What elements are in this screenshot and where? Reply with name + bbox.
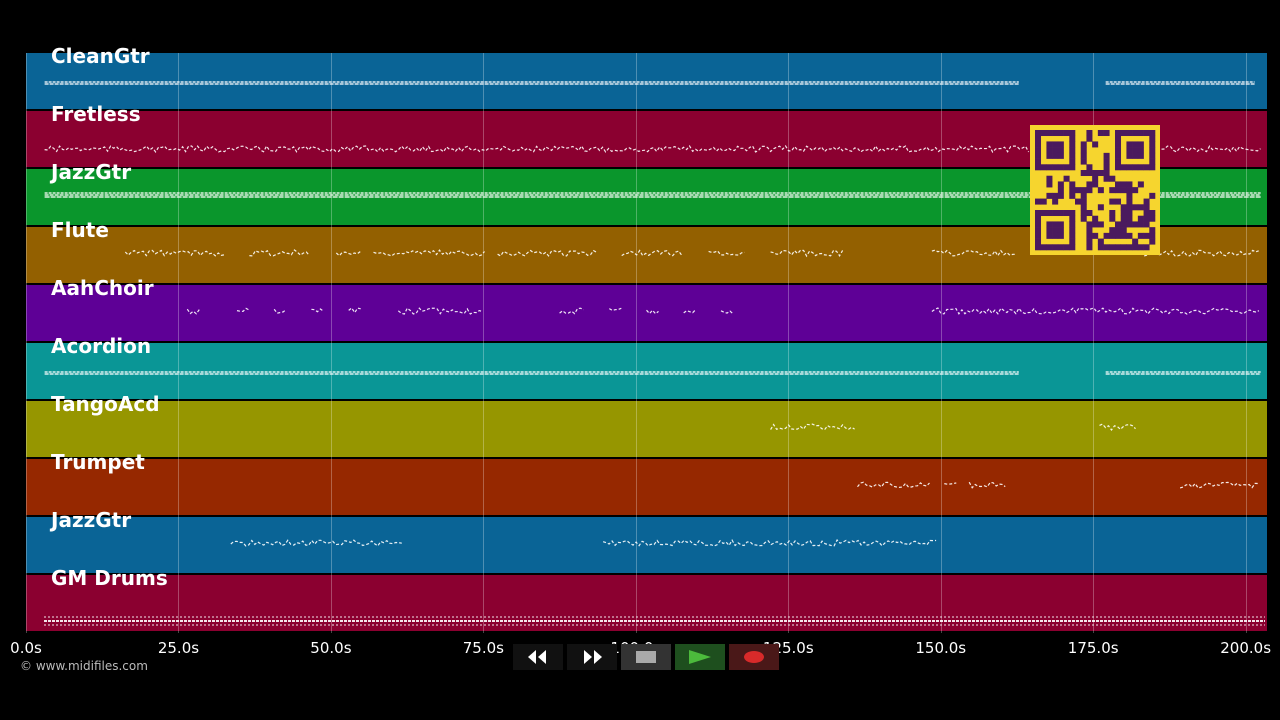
note-phrase	[236, 307, 250, 313]
note-phrase	[944, 482, 957, 485]
play-icon	[689, 650, 711, 664]
time-tick-label: 25.0s	[157, 639, 200, 657]
track-notes	[44, 144, 1261, 154]
note-phrase	[497, 249, 597, 257]
track-lane[interactable]: Acordion	[26, 334, 1267, 399]
time-tick-label: 150.0s	[915, 639, 967, 657]
note-phrase	[720, 310, 734, 315]
track-lane[interactable]: Trumpet	[26, 450, 1267, 515]
track-name: Trumpet	[51, 450, 145, 474]
time-tick-label: 0.0s	[10, 639, 42, 657]
qr-code	[1030, 125, 1160, 255]
track-lane[interactable]: TangoAcd	[26, 392, 1267, 457]
note-phrase	[1161, 145, 1261, 153]
time-tick-label: 50.0s	[310, 639, 352, 657]
record-icon	[744, 651, 764, 663]
track-name: Acordion	[51, 334, 152, 358]
track-lane[interactable]: AahChoir	[26, 276, 1267, 341]
transport-controls	[513, 644, 779, 670]
note-phrase	[770, 249, 844, 258]
note-phrase	[770, 423, 855, 431]
track-name: CleanGtr	[51, 44, 150, 68]
note-phrase	[683, 309, 697, 314]
track-notes	[770, 423, 1136, 432]
note-phrase	[621, 249, 683, 257]
note-phrase	[857, 481, 930, 489]
note-phrase	[186, 308, 200, 315]
note-phrase	[397, 307, 483, 315]
track-name: JazzGtr	[51, 160, 132, 184]
track-name: GM Drums	[51, 566, 168, 590]
track-notes	[44, 616, 1265, 626]
play-button[interactable]	[675, 644, 725, 670]
note-phrase	[273, 308, 287, 314]
time-tick-label: 200.0s	[1220, 639, 1272, 657]
rewind-button[interactable]	[513, 644, 563, 670]
stop-icon	[636, 651, 656, 663]
track-name: Fretless	[51, 102, 141, 126]
track-name: TangoAcd	[51, 392, 160, 416]
track-notes	[44, 81, 1255, 85]
track-notes	[186, 307, 1260, 315]
time-tick-label: 75.0s	[462, 639, 504, 657]
track-lane[interactable]: JazzGtr	[26, 508, 1267, 573]
copyright-text: © www.midifiles.com	[20, 659, 148, 673]
note-phrase	[602, 538, 937, 547]
note-phrase	[124, 249, 225, 257]
note-phrase	[968, 481, 1006, 489]
note-phrase	[249, 249, 310, 257]
track-name: AahChoir	[51, 276, 154, 300]
fast-forward-button[interactable]	[567, 644, 617, 670]
note-phrase	[348, 307, 361, 314]
track-notes	[124, 249, 1259, 258]
note-phrase	[646, 309, 659, 315]
note-phrase	[708, 250, 745, 256]
track-name: JazzGtr	[51, 508, 132, 532]
note-phrase	[931, 307, 1260, 315]
track-lane[interactable]: GM Drums	[26, 566, 1267, 631]
note-phrase	[373, 249, 485, 257]
note-phrase	[1099, 423, 1136, 432]
note-phrase	[608, 307, 622, 312]
track-notes	[44, 371, 1261, 375]
stop-button[interactable]	[621, 644, 671, 670]
note-phrase	[931, 249, 1016, 257]
time-tick-label: 175.0s	[1067, 639, 1119, 657]
note-phrase	[44, 144, 1030, 154]
fast-forward-icon	[584, 650, 602, 664]
rewind-icon	[528, 650, 546, 664]
note-phrase	[230, 539, 402, 547]
track-notes	[230, 538, 937, 547]
note-phrase	[311, 308, 324, 313]
note-phrase	[1179, 481, 1259, 489]
track-notes	[857, 481, 1259, 489]
record-button[interactable]	[729, 644, 779, 670]
track-lane[interactable]: CleanGtr	[26, 44, 1267, 109]
note-phrase	[335, 251, 361, 257]
note-phrase	[559, 307, 584, 315]
track-name: Flute	[51, 218, 109, 242]
